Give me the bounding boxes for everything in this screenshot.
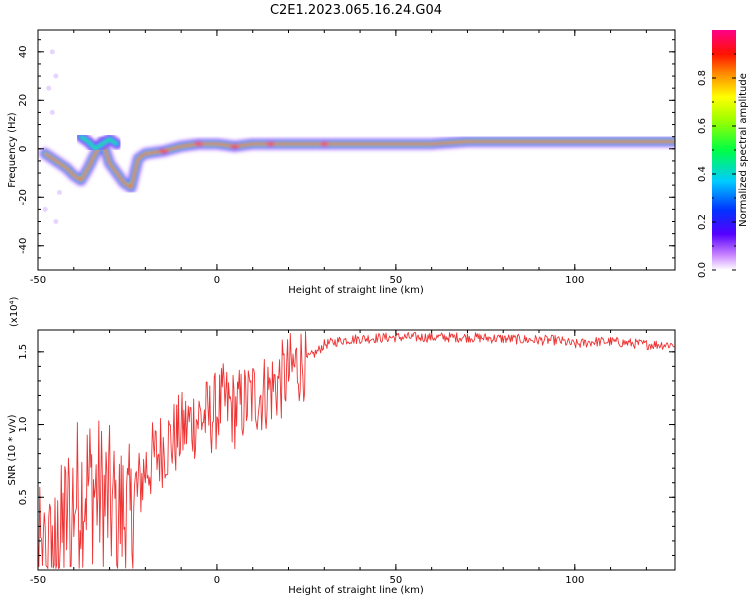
snr-series-line: [38, 331, 675, 570]
bottom-y-axis-label: SNR (10 * v/v): [7, 414, 18, 485]
y-multiplier-label: (x10⁴): [9, 296, 20, 327]
snr-panel: -50 0 50 100 0.5 1.0 1.5 Height of straight li…: [7, 296, 676, 596]
colorbar-gradient: [712, 30, 736, 270]
bottom-y-tick-label: 1.0: [18, 417, 29, 433]
noise-speck: [42, 206, 48, 212]
noise-speck: [56, 189, 62, 195]
top-y-tick-label: 20: [18, 94, 29, 107]
bottom-axis-ticks: -50 0 50 100 0.5 1.0 1.5: [18, 330, 675, 586]
bottom-x-tick-label: 100: [565, 575, 584, 586]
bottom-x-tick-label: 0: [214, 575, 220, 586]
bottom-y-tick-label: 1.5: [18, 344, 29, 360]
top-y-tick-label: 40: [18, 45, 29, 58]
noise-speck: [49, 49, 55, 55]
heatmap-ridge: [38, 134, 675, 195]
ridge-peak: [319, 141, 330, 146]
branch-band: [79, 135, 118, 150]
snr-line-layer: [38, 331, 675, 570]
colorbar-tick-label: 0.2: [697, 214, 708, 230]
heatmap-layer: [38, 49, 675, 225]
top-x-tick-label: -50: [30, 275, 46, 286]
ridge-peak: [265, 141, 276, 146]
colorbar-ticks: 0.0 0.2 0.4 0.6 0.8: [697, 53, 736, 278]
colorbar-tick-label: 0.0: [697, 262, 708, 278]
top-x-tick-label: 0: [214, 275, 220, 286]
ridge-peak: [229, 144, 240, 149]
heatmap-secondary-branch: [75, 131, 123, 155]
spectrogram-panel: -50 0 50 100 -40 -20 0 20 40 Height of straight …: [7, 29, 676, 296]
top-x-tick-label: 50: [389, 275, 402, 286]
bottom-x-tick-label: 50: [389, 575, 402, 586]
top-y-tick-label: 0: [18, 146, 29, 152]
noise-speck: [46, 85, 52, 91]
top-x-axis-label: Height of straight line (km): [288, 285, 424, 296]
top-x-tick-label: 100: [565, 275, 584, 286]
noise-speck: [53, 219, 59, 225]
colorbar-tick-label: 0.4: [697, 166, 708, 182]
ridge-peak: [158, 149, 169, 154]
top-axis-ticks: -50 0 50 100 -40 -20 0 20 40: [18, 30, 675, 286]
bottom-x-axis-label: Height of straight line (km): [288, 585, 424, 596]
ridge-peak: [194, 141, 205, 146]
top-y-tick-label: -40: [18, 238, 29, 254]
noise-speck: [49, 109, 55, 115]
colorbar-tick-label: 0.6: [697, 118, 708, 134]
plot-frame-bottom: [37, 329, 676, 571]
top-y-axis-label: Frequency (Hz): [7, 112, 18, 188]
bottom-x-tick-label: -50: [30, 575, 46, 586]
bottom-y-tick-label: 0.5: [18, 489, 29, 505]
noise-speck: [53, 73, 59, 79]
chart-title: C2E1.2023.065.16.24.G04: [270, 3, 442, 18]
colorbar: 0.0 0.2 0.4 0.6 0.8 Normalized spectral ampl…: [697, 30, 749, 278]
plot-frame-top: [37, 29, 676, 271]
colorbar-label: Normalized spectral amplitude: [738, 73, 749, 227]
colorbar-tick-label: 0.8: [697, 70, 708, 86]
top-y-tick-label: -20: [18, 189, 29, 205]
ridge-band: [43, 140, 675, 189]
